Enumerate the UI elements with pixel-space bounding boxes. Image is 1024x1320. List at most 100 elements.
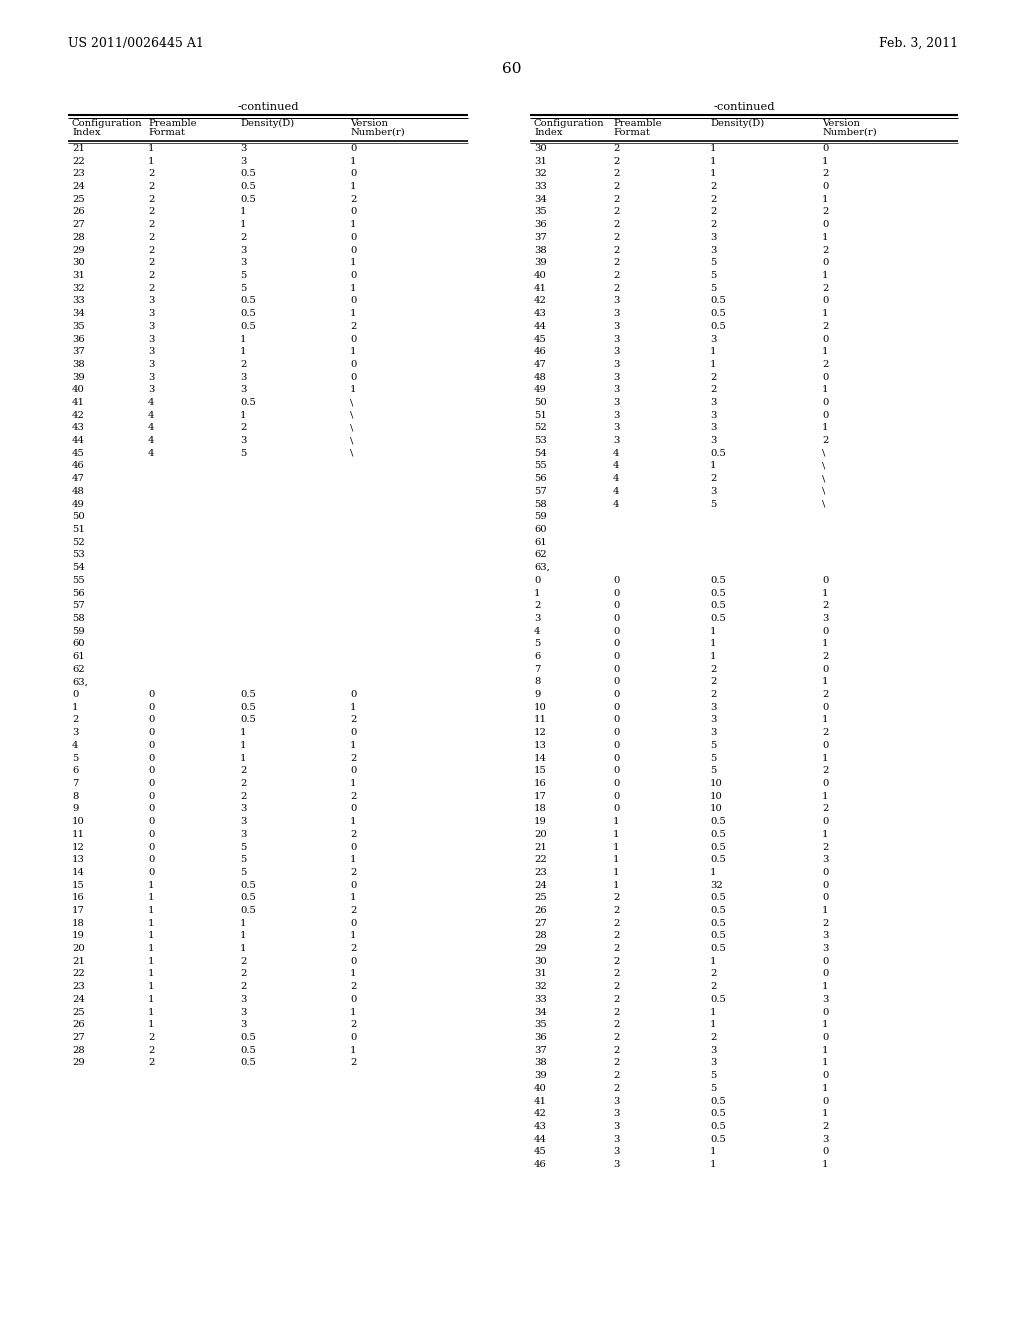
Text: 1: 1 <box>822 1020 828 1030</box>
Text: 1: 1 <box>822 639 828 648</box>
Text: 0.5: 0.5 <box>710 817 726 826</box>
Text: 8: 8 <box>72 792 79 801</box>
Text: -continued: -continued <box>238 102 299 112</box>
Text: 2: 2 <box>613 894 620 903</box>
Text: 26: 26 <box>534 906 547 915</box>
Text: 3: 3 <box>613 309 620 318</box>
Text: 1: 1 <box>240 347 247 356</box>
Text: 11: 11 <box>534 715 547 725</box>
Text: 10: 10 <box>710 804 723 813</box>
Text: 9: 9 <box>72 804 79 813</box>
Text: 2: 2 <box>534 601 541 610</box>
Text: 1: 1 <box>613 842 620 851</box>
Text: 48: 48 <box>72 487 85 496</box>
Text: 1: 1 <box>72 702 79 711</box>
Text: 60: 60 <box>534 525 547 535</box>
Text: 0: 0 <box>148 729 155 737</box>
Text: Format: Format <box>148 128 185 137</box>
Text: Version: Version <box>350 119 388 128</box>
Text: 3: 3 <box>240 385 247 395</box>
Text: 1: 1 <box>148 906 155 915</box>
Text: Format: Format <box>613 128 650 137</box>
Text: 0.5: 0.5 <box>240 309 256 318</box>
Text: 0.5: 0.5 <box>710 614 726 623</box>
Text: 29: 29 <box>72 1059 85 1068</box>
Text: 0.5: 0.5 <box>240 1034 256 1041</box>
Text: Number(r): Number(r) <box>350 128 404 137</box>
Text: 2: 2 <box>350 715 356 725</box>
Text: 2: 2 <box>613 1059 620 1068</box>
Text: 3: 3 <box>613 1122 620 1131</box>
Text: 0: 0 <box>822 1007 828 1016</box>
Text: 0: 0 <box>350 232 356 242</box>
Text: 0: 0 <box>822 334 828 343</box>
Text: 2: 2 <box>613 995 620 1005</box>
Text: 3: 3 <box>710 334 717 343</box>
Text: 2: 2 <box>613 207 620 216</box>
Text: 0: 0 <box>350 246 356 255</box>
Text: 0: 0 <box>148 842 155 851</box>
Text: 1: 1 <box>148 957 155 966</box>
Text: 5: 5 <box>240 271 247 280</box>
Text: 3: 3 <box>710 424 717 433</box>
Text: 20: 20 <box>72 944 85 953</box>
Text: 20: 20 <box>534 830 547 838</box>
Text: 62: 62 <box>534 550 547 560</box>
Text: 1: 1 <box>822 1084 828 1093</box>
Text: 2: 2 <box>613 271 620 280</box>
Text: 0: 0 <box>148 779 155 788</box>
Text: 57: 57 <box>72 601 85 610</box>
Text: 0: 0 <box>822 627 828 636</box>
Text: 0: 0 <box>613 754 620 763</box>
Text: 0.5: 0.5 <box>240 322 256 331</box>
Text: 0: 0 <box>350 957 356 966</box>
Text: 35: 35 <box>72 322 85 331</box>
Text: 5: 5 <box>240 449 247 458</box>
Text: 2: 2 <box>148 1059 155 1068</box>
Text: 0.5: 0.5 <box>240 702 256 711</box>
Text: -continued: -continued <box>714 102 775 112</box>
Text: 23: 23 <box>72 982 85 991</box>
Text: 0.5: 0.5 <box>240 1059 256 1068</box>
Text: 2: 2 <box>613 1045 620 1055</box>
Text: 31: 31 <box>534 157 547 166</box>
Text: 10: 10 <box>710 792 723 801</box>
Text: 22: 22 <box>72 157 85 166</box>
Text: 52: 52 <box>72 537 85 546</box>
Text: 2: 2 <box>710 665 717 673</box>
Text: 11: 11 <box>72 830 85 838</box>
Text: 2: 2 <box>350 754 356 763</box>
Text: 38: 38 <box>534 1059 547 1068</box>
Text: 2: 2 <box>710 982 717 991</box>
Text: 2: 2 <box>822 246 828 255</box>
Text: 0.5: 0.5 <box>240 880 256 890</box>
Text: 2: 2 <box>240 424 247 433</box>
Text: 1: 1 <box>148 1020 155 1030</box>
Text: 2: 2 <box>710 207 717 216</box>
Text: 3: 3 <box>710 246 717 255</box>
Text: 21: 21 <box>72 144 85 153</box>
Text: 1: 1 <box>148 144 155 153</box>
Text: 0: 0 <box>822 144 828 153</box>
Text: 3: 3 <box>613 322 620 331</box>
Text: 6: 6 <box>534 652 541 661</box>
Text: 3: 3 <box>613 399 620 407</box>
Text: 16: 16 <box>534 779 547 788</box>
Text: 24: 24 <box>72 182 85 191</box>
Text: 0: 0 <box>822 1147 828 1156</box>
Text: 0.5: 0.5 <box>240 715 256 725</box>
Text: 0: 0 <box>822 220 828 230</box>
Text: 2: 2 <box>822 436 828 445</box>
Text: 2: 2 <box>613 182 620 191</box>
Text: 19: 19 <box>72 932 85 940</box>
Text: 15: 15 <box>534 767 547 775</box>
Text: 46: 46 <box>534 1160 547 1170</box>
Text: 1: 1 <box>822 1109 828 1118</box>
Text: 2: 2 <box>240 982 247 991</box>
Text: 53: 53 <box>534 436 547 445</box>
Text: 2: 2 <box>613 232 620 242</box>
Text: 30: 30 <box>534 144 547 153</box>
Text: 44: 44 <box>534 1135 547 1143</box>
Text: 0: 0 <box>148 702 155 711</box>
Text: 0.5: 0.5 <box>710 1097 726 1106</box>
